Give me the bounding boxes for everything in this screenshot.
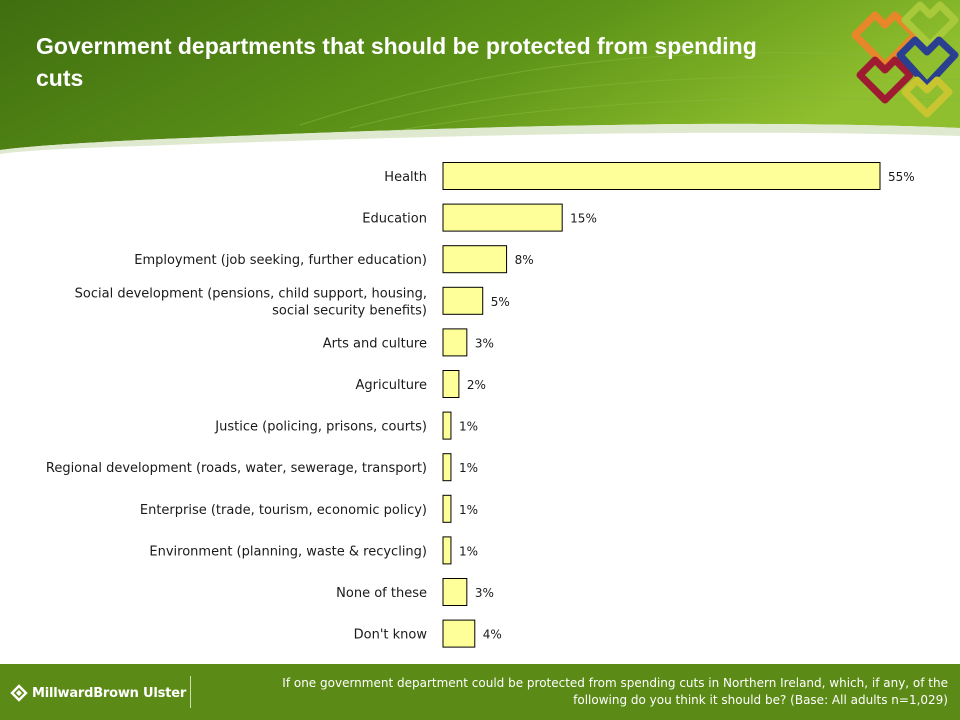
brand-logo: MillwardBrown Ulster — [10, 683, 186, 703]
bar — [442, 536, 452, 565]
category-label: Employment (job seeking, further educati… — [134, 253, 427, 268]
bar — [442, 619, 476, 648]
category-label: None of these — [336, 586, 427, 601]
bar-value-label: 15% — [570, 212, 597, 226]
bar — [442, 245, 508, 274]
bar-value-label: 5% — [491, 295, 510, 309]
bar-value-label: 55% — [888, 170, 915, 184]
bar-value-label: 8% — [515, 253, 534, 267]
category-label: Enterprise (trade, tourism, economic pol… — [140, 503, 427, 518]
bar — [442, 453, 452, 482]
header-banner: Government departments that should be pr… — [0, 0, 960, 160]
bar — [442, 494, 452, 523]
bar-value-label: 3% — [475, 586, 494, 600]
bar-value-label: 2% — [467, 378, 486, 392]
hearts-logo-icon — [851, 1, 959, 118]
header-background — [0, 0, 960, 154]
millward-brown-icon — [10, 684, 28, 702]
bar-value-label: 3% — [475, 336, 494, 350]
category-label: Social development (pensions, child supp… — [75, 286, 427, 301]
bar — [442, 328, 468, 357]
bar-value-label: 4% — [483, 628, 502, 642]
bar-value-label: 1% — [459, 461, 478, 475]
category-label: Justice (policing, prisons, courts) — [214, 420, 427, 435]
category-label: Agriculture — [356, 378, 428, 393]
bar-value-label: 1% — [459, 544, 478, 558]
category-label: Health — [384, 170, 427, 185]
footer-divider — [190, 676, 191, 708]
bar-value-label: 1% — [459, 503, 478, 517]
category-label: Regional development (roads, water, sewe… — [46, 461, 427, 476]
category-label: Education — [362, 212, 427, 227]
category-label: Arts and culture — [323, 336, 427, 351]
bar — [442, 578, 468, 606]
footer-bar: MillwardBrown Ulster If one government d… — [0, 664, 960, 720]
slide-title: Government departments that should be pr… — [36, 33, 757, 91]
bar — [442, 203, 563, 232]
bar — [442, 162, 881, 190]
category-label: Environment (planning, waste & recycling… — [149, 544, 427, 559]
bar — [442, 411, 452, 440]
category-label: social security benefits) — [272, 303, 427, 318]
question-footnote: If one government department could be pr… — [282, 676, 948, 707]
bar — [442, 286, 484, 315]
category-label: Don't know — [354, 628, 428, 643]
bar-value-label: 1% — [459, 420, 478, 434]
bar-chart: 55% Health 15% Education 8% Employment (job s… — [46, 162, 915, 648]
bar — [442, 370, 460, 398]
brand-name: MillwardBrown Ulster — [32, 685, 187, 701]
